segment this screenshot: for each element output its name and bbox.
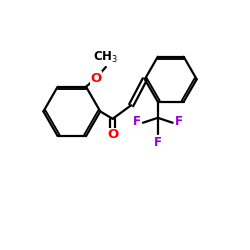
Text: CH$_3$: CH$_3$ (93, 50, 118, 65)
Text: F: F (154, 136, 162, 149)
Text: O: O (90, 72, 102, 85)
Text: F: F (174, 115, 182, 128)
Text: O: O (107, 128, 118, 141)
Text: F: F (133, 115, 141, 128)
